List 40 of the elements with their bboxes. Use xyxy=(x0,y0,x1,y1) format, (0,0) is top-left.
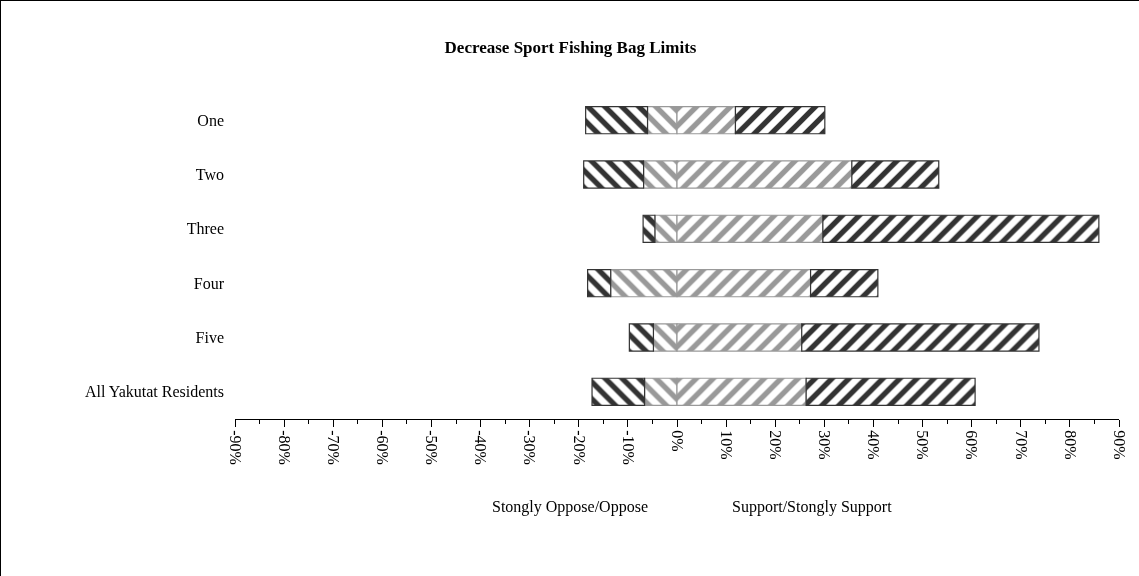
x-tick-label: -10% xyxy=(619,430,637,465)
x-tick-label: 90% xyxy=(1110,430,1128,460)
x-tick-label: 10% xyxy=(717,430,735,460)
x-tick-label: 0% xyxy=(668,430,686,452)
x-tick-label: -90% xyxy=(226,430,244,465)
text: Support/Stongly Support xyxy=(732,498,893,516)
bar xyxy=(591,377,646,407)
x-tick-label: -60% xyxy=(374,430,392,465)
bar xyxy=(805,377,976,407)
y-tick-label: Four xyxy=(193,274,225,292)
bar xyxy=(734,105,826,135)
y-tick-label: Five xyxy=(195,329,224,347)
x-tick-label: 20% xyxy=(767,430,785,460)
x-tick-label: -50% xyxy=(423,430,441,465)
y-tick-label: All Yakutat Residents xyxy=(84,383,224,401)
x-tick-label: 60% xyxy=(963,430,981,460)
x-tick-label: -20% xyxy=(570,430,588,465)
y-tick-label: Three xyxy=(186,220,224,238)
bar xyxy=(642,214,656,244)
y-tick-label: Two xyxy=(195,166,224,184)
bar xyxy=(809,268,879,298)
bar xyxy=(587,268,612,298)
x-tick-label: 80% xyxy=(1061,430,1079,460)
bar xyxy=(628,323,655,352)
x-tick-label: 70% xyxy=(1012,430,1030,460)
y-tick-label: One xyxy=(197,111,224,129)
bar xyxy=(585,105,649,135)
bar xyxy=(851,160,940,189)
x-tick-label: -30% xyxy=(521,430,539,465)
bar xyxy=(822,214,1100,244)
x-tick-label: 30% xyxy=(816,430,834,460)
x-tick-label: -80% xyxy=(275,430,293,465)
bar xyxy=(801,323,1040,352)
text: Stongly Oppose/Oppose xyxy=(492,498,648,516)
x-tick-label: -70% xyxy=(325,430,343,465)
x-tick-label: 50% xyxy=(914,430,932,460)
chart-title: Decrease Sport Fishing Bag Limits xyxy=(444,38,697,58)
x-tick-label: -40% xyxy=(472,430,490,465)
bar xyxy=(583,160,645,189)
x-tick-label: 40% xyxy=(865,430,883,460)
